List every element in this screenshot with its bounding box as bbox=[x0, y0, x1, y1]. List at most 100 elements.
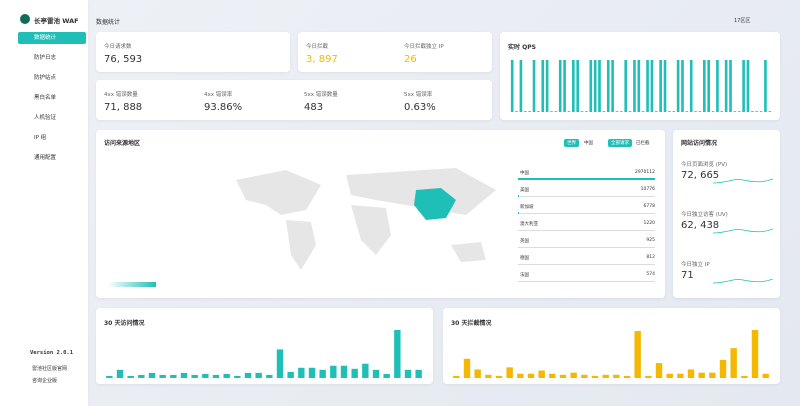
chart-title: 30 天访问情况 bbox=[104, 320, 145, 327]
bar bbox=[570, 372, 577, 378]
bar bbox=[733, 111, 737, 112]
stat-value: 3, 897 bbox=[306, 54, 338, 65]
tab[interactable]: 世界 bbox=[564, 139, 579, 147]
bar bbox=[613, 374, 620, 378]
bar bbox=[572, 60, 575, 112]
stat-value: 93.86% bbox=[204, 102, 243, 113]
bar bbox=[528, 111, 531, 112]
bar bbox=[623, 375, 631, 378]
menu-item[interactable]: 通用配置 bbox=[34, 155, 57, 161]
bar bbox=[676, 60, 680, 112]
bar bbox=[620, 111, 623, 112]
bar bbox=[202, 373, 209, 378]
stat-label: 今日拦截 bbox=[306, 44, 329, 50]
card-title: 网站访问情况 bbox=[681, 140, 718, 147]
row-bar bbox=[518, 178, 655, 180]
bar bbox=[576, 60, 579, 112]
bar bbox=[276, 349, 284, 378]
bar bbox=[615, 111, 619, 112]
bar bbox=[698, 372, 705, 378]
bar bbox=[768, 111, 772, 112]
bar bbox=[689, 60, 693, 112]
tab[interactable]: 中国 bbox=[584, 141, 593, 146]
site-card: 网站访问情况 今日页面浏览 (PV) 72, 665 今日独立访客 (UV) 62, 4… bbox=[673, 130, 780, 298]
bar-chart bbox=[453, 330, 769, 378]
bar bbox=[159, 374, 166, 378]
bar bbox=[244, 372, 252, 378]
stat-card: 今日请求数 76, 593 bbox=[96, 32, 290, 72]
region-name: 德国 bbox=[520, 256, 529, 261]
version: Version 2.0.1 bbox=[30, 350, 74, 356]
bar bbox=[532, 60, 536, 112]
bar bbox=[694, 111, 697, 112]
region-name: 英国 bbox=[520, 239, 529, 244]
bar bbox=[742, 60, 745, 112]
bar bbox=[719, 359, 727, 378]
bar bbox=[741, 375, 748, 378]
error-card: 4xx 错误数量 71, 888 4xx 错误率 93.86% 5xx 错误数量 483 5… bbox=[96, 80, 492, 120]
bar bbox=[538, 370, 545, 378]
menu-item[interactable]: 数据统计 bbox=[18, 32, 86, 44]
bar bbox=[519, 60, 523, 112]
region-count: 2970112 bbox=[634, 170, 655, 175]
bar bbox=[759, 111, 763, 112]
region-card: 访问来源地区 世界 中国 全部请求 已拦截 中国 2970112 美国 10776 新加… bbox=[96, 130, 665, 298]
bar bbox=[729, 60, 732, 112]
menu-item[interactable]: 防护站点 bbox=[34, 75, 57, 81]
bar bbox=[266, 374, 273, 378]
site-label: 今日独立 IP bbox=[681, 262, 710, 268]
bar bbox=[510, 60, 514, 112]
map-legend bbox=[108, 282, 156, 287]
filter[interactable]: 已拦截 bbox=[636, 141, 650, 146]
menu-item[interactable]: 黑白名单 bbox=[34, 95, 57, 101]
stat-label: 5xx 错误率 bbox=[404, 92, 433, 98]
bar bbox=[287, 371, 294, 378]
menu-item[interactable]: 防护日志 bbox=[34, 55, 57, 61]
bar bbox=[628, 111, 632, 112]
link[interactable]: 咨询企业版 bbox=[32, 378, 58, 384]
menu-item[interactable]: 人机验证 bbox=[34, 115, 57, 121]
region-name: 澳大利亚 bbox=[520, 222, 538, 227]
stat-value: 483 bbox=[304, 102, 324, 113]
bar bbox=[255, 372, 262, 378]
bar bbox=[593, 60, 597, 112]
stat-value: 26 bbox=[404, 54, 417, 65]
stat-value: 76, 593 bbox=[104, 54, 143, 65]
bar bbox=[641, 111, 645, 112]
bar bbox=[234, 375, 241, 378]
region-count: 812 bbox=[646, 255, 655, 260]
bar bbox=[580, 111, 584, 112]
site-label: 今日页面浏览 (PV) bbox=[681, 162, 728, 168]
bar bbox=[170, 374, 177, 378]
bar bbox=[755, 111, 759, 112]
bar bbox=[746, 60, 750, 112]
stat-value: 0.63% bbox=[404, 102, 436, 113]
bar bbox=[515, 111, 518, 112]
bar bbox=[453, 375, 460, 378]
bar bbox=[645, 375, 652, 378]
bar bbox=[707, 60, 710, 112]
chart-title: 实时 QPS bbox=[508, 44, 536, 51]
bar bbox=[654, 111, 658, 112]
bar bbox=[681, 60, 684, 112]
bar bbox=[698, 111, 702, 112]
bar bbox=[581, 374, 588, 378]
bar bbox=[191, 374, 198, 378]
row-track bbox=[518, 213, 655, 214]
bar bbox=[663, 60, 667, 112]
bar bbox=[362, 363, 369, 378]
link[interactable]: 雷池社区版官网 bbox=[32, 366, 68, 372]
bar bbox=[668, 111, 671, 112]
bar bbox=[383, 373, 390, 378]
bar bbox=[404, 369, 412, 378]
bar bbox=[591, 375, 599, 378]
qps-chart bbox=[510, 60, 772, 112]
stat-label: 4xx 错误数量 bbox=[104, 92, 138, 98]
bar bbox=[764, 60, 767, 112]
user[interactable]: 17区区 bbox=[734, 18, 751, 24]
region-count: 574 bbox=[646, 272, 655, 277]
menu-item[interactable]: IP 组 bbox=[34, 135, 47, 141]
filter[interactable]: 全部请求 bbox=[608, 139, 632, 147]
stat-value: 71, 888 bbox=[104, 102, 143, 113]
